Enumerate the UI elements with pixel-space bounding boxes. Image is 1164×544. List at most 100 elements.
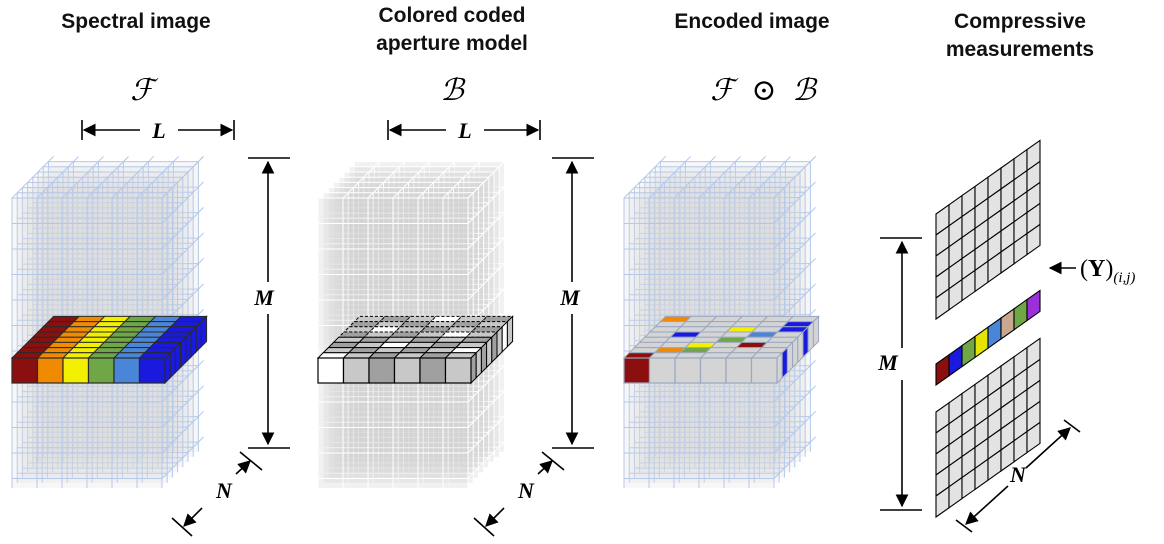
slab-side-cell bbox=[200, 315, 208, 348]
slab-front-cell bbox=[36, 357, 64, 384]
slab-front-cell bbox=[419, 357, 447, 384]
measurement-label: (Y)(i,j) bbox=[1080, 256, 1135, 286]
measurement-label-open: ( bbox=[1080, 256, 1088, 282]
encoded-image-cube bbox=[622, 156, 820, 488]
slab-side-cell bbox=[185, 330, 192, 364]
slab-top-cell bbox=[378, 315, 412, 323]
coded-aperture-cube bbox=[316, 156, 514, 488]
slab-front-cell bbox=[444, 357, 472, 384]
dimension-l-coded: L bbox=[387, 118, 541, 143]
slab-front-cell bbox=[138, 357, 166, 384]
slab-side-cell bbox=[776, 351, 783, 385]
measurement-pixel bbox=[1013, 298, 1028, 331]
slab-front-cell bbox=[648, 357, 676, 384]
measurement-pixel bbox=[948, 344, 963, 377]
slab-top-cell bbox=[353, 315, 387, 323]
measurement-label-close: ) bbox=[1105, 256, 1113, 282]
slab-side-cell bbox=[195, 320, 202, 354]
slab-top-cell bbox=[393, 326, 427, 333]
measurement-pixel bbox=[1026, 421, 1041, 454]
slab-front-cell bbox=[725, 357, 753, 384]
slab-side-cell bbox=[506, 315, 514, 348]
slab-front-cell bbox=[674, 357, 702, 384]
dimension-n-coded: N bbox=[473, 451, 565, 537]
slab-side-cell bbox=[496, 325, 503, 359]
slab-top-cell bbox=[424, 321, 458, 328]
slab-side-cell bbox=[807, 320, 814, 354]
measurement-label-y: Y bbox=[1088, 256, 1105, 282]
slab-front-cell bbox=[62, 357, 90, 384]
slab-side-cell bbox=[164, 351, 171, 385]
measurement-pointer: (Y)(i,j) bbox=[1048, 256, 1135, 286]
label-n-spectral: N bbox=[215, 478, 233, 503]
label-m-spectral: M bbox=[253, 285, 275, 310]
slab-front-cell bbox=[113, 357, 141, 384]
measurement-panel bbox=[935, 337, 1041, 519]
slab-top-cell bbox=[388, 331, 422, 338]
slab-top-cell bbox=[449, 321, 484, 328]
symbol-encoded-f: ℱ bbox=[710, 73, 739, 108]
slab-top-cell bbox=[347, 321, 382, 328]
band-slab bbox=[622, 315, 820, 385]
slab-side-cell bbox=[486, 335, 493, 369]
title-spectral-image: Spectral image bbox=[61, 10, 210, 33]
slab-side-cell bbox=[169, 346, 176, 380]
slab-side-cell bbox=[491, 330, 498, 364]
slab-side-cell bbox=[501, 320, 508, 354]
slab-top-cell bbox=[398, 321, 433, 328]
cube-slice bbox=[659, 161, 811, 452]
compressive-measurements bbox=[935, 139, 1041, 519]
band-slab bbox=[10, 315, 208, 385]
dimension-m-coded: M bbox=[552, 157, 594, 449]
slab-side-cell bbox=[812, 315, 820, 348]
label-l-spectral: L bbox=[151, 118, 165, 143]
slab-top-cell bbox=[455, 315, 489, 323]
measurement-label-subscript: (i,j) bbox=[1113, 270, 1135, 286]
slab-front-cell bbox=[393, 357, 421, 384]
dimension-m-measurements: M bbox=[877, 237, 922, 511]
slab-side-cell bbox=[802, 325, 809, 359]
label-l-coded: L bbox=[457, 118, 471, 143]
slab-front-cell bbox=[317, 357, 345, 384]
measurement-pixel bbox=[935, 353, 950, 387]
measurement-pixel bbox=[974, 326, 989, 359]
slab-front-cell bbox=[342, 357, 370, 384]
band-slab bbox=[316, 315, 514, 385]
slab-top-cell bbox=[429, 315, 463, 323]
title-coded-aperture-line1: Colored coded bbox=[378, 4, 525, 27]
slab-top-cell bbox=[342, 326, 376, 333]
slab-front-cell bbox=[11, 357, 39, 384]
measurement-panel bbox=[935, 289, 1041, 387]
spectral-image-cube bbox=[10, 156, 208, 488]
slab-top-cell bbox=[414, 331, 448, 338]
slab-side-cell bbox=[786, 341, 794, 374]
title-coded-aperture-line2: aperture model bbox=[376, 32, 528, 55]
slab-front-cell bbox=[87, 357, 115, 384]
slab-front-cell bbox=[699, 357, 727, 384]
slab-side-cell bbox=[470, 351, 477, 385]
symbol-spectral-f: ℱ bbox=[130, 73, 159, 108]
slab-top-cell bbox=[337, 331, 371, 338]
slab-side-cell bbox=[180, 335, 187, 369]
dimension-m-spectral: M bbox=[248, 157, 290, 449]
title-encoded-image: Encoded image bbox=[674, 10, 829, 33]
label-n-coded: N bbox=[517, 478, 535, 503]
title-compressive-line1: Compressive bbox=[954, 10, 1086, 33]
label-n-measurements: N bbox=[1009, 462, 1027, 487]
slab-top-cell bbox=[368, 326, 402, 333]
slab-top-cell bbox=[404, 315, 438, 323]
label-m-coded: M bbox=[559, 285, 581, 310]
slab-top-cell bbox=[363, 331, 397, 338]
slab-side-cell bbox=[174, 341, 182, 374]
dimension-n-spectral: N bbox=[171, 451, 263, 537]
symbol-hadamard-operator: ⊙ bbox=[751, 73, 776, 108]
slab-top-cell bbox=[373, 321, 407, 328]
slab-top-cell bbox=[439, 331, 473, 338]
slab-side-cell bbox=[792, 335, 799, 369]
measurement-panel bbox=[935, 139, 1041, 321]
slab-side-cell bbox=[475, 346, 482, 380]
slab-side-cell bbox=[190, 325, 197, 359]
slab-side-cell bbox=[781, 346, 788, 380]
slab-top-cell bbox=[419, 326, 453, 333]
